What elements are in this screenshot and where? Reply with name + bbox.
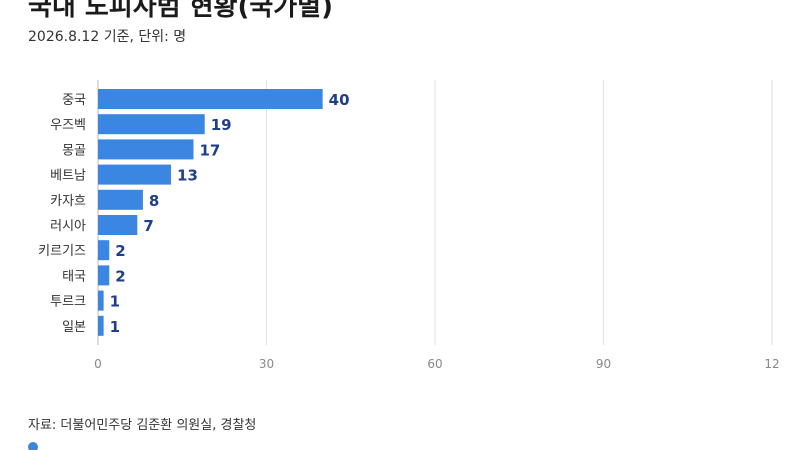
x-axis-ticks: 0 30 60 90 12	[94, 357, 779, 371]
category-label: 우즈벡	[50, 118, 86, 133]
x-tick-label: 0	[94, 357, 102, 371]
value-label: 17	[199, 141, 220, 159]
category-label: 카자흐	[50, 194, 86, 209]
category-label: 몽골	[62, 143, 86, 158]
value-label: 2	[115, 242, 125, 260]
value-label: 13	[177, 167, 198, 185]
bars	[98, 89, 323, 336]
x-tick-label: 12	[764, 357, 779, 371]
x-tick-label: 30	[259, 357, 274, 371]
footer-credit-strip	[28, 440, 668, 450]
value-label: 2	[115, 267, 125, 285]
x-tick-label: 90	[596, 357, 611, 371]
chart-subtitle: 2026.8.12 기준, 단위: 명	[28, 29, 187, 45]
category-label: 일본	[62, 320, 86, 335]
bar	[98, 89, 323, 109]
category-label: 베트남	[50, 169, 86, 184]
bar	[98, 215, 138, 235]
bar	[98, 315, 104, 336]
value-label: 8	[149, 192, 159, 210]
category-label: 중국	[62, 93, 86, 108]
value-label: 7	[143, 217, 153, 235]
value-label: 19	[211, 116, 232, 134]
bar	[98, 164, 172, 185]
value-label: 1	[110, 293, 120, 311]
agency-logo-icon	[28, 442, 38, 450]
bar	[98, 114, 205, 135]
value-label: 40	[329, 91, 350, 109]
x-tick-label: 60	[427, 357, 442, 371]
bar	[98, 290, 104, 311]
category-label: 태국	[62, 269, 86, 284]
category-label: 키르기즈	[38, 244, 86, 259]
value-label: 1	[110, 318, 120, 336]
category-label: 투르크	[50, 295, 86, 310]
bar	[98, 265, 110, 286]
source-note: 자료: 더불어민주당 김준환 의원실, 경찰청	[28, 418, 257, 433]
bar	[98, 139, 194, 160]
bar	[98, 240, 110, 261]
category-label: 러시아	[50, 219, 86, 234]
bar	[98, 189, 143, 210]
chart-title: 국내 도피사범 현황(국가별)	[28, 0, 333, 22]
